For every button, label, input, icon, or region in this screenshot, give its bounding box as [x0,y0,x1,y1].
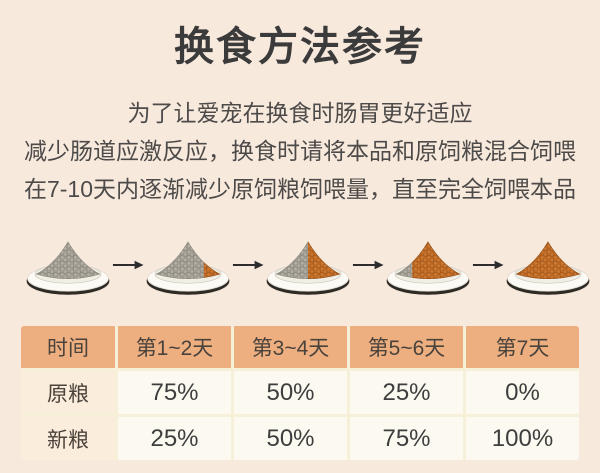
food-transition-flow [0,222,600,304]
old-food-cell: 25% [350,371,463,414]
intro-line: 减少肠道应激反应，换食时请将本品和原饲粮混合饲喂 [24,138,576,164]
intro-text: 为了让爱宠在换食时肠胃更好适应 减少肠道应激反应，换食时请将本品和原饲粮混合饲喂… [0,94,600,208]
arrow-right-icon [232,260,264,270]
new-food-cell: 100% [466,417,579,460]
arrow-right-icon [472,260,504,270]
new-food-cell: 75% [350,417,463,460]
food-bowl [26,240,110,295]
arrow-right-icon [112,260,144,270]
table-header-day3-4: 第3~4天 [234,326,347,368]
page-title: 换食方法参考 [174,25,426,69]
food-bowl [266,240,350,295]
food-bowl [506,240,590,295]
old-food-cell: 75% [118,371,231,414]
table-header-day7: 第7天 [466,326,579,368]
row-label-old-food: 原粮 [21,371,115,414]
intro-line: 为了让爱宠在换食时肠胃更好适应 [127,100,473,126]
old-food-cell: 0% [466,371,579,414]
table-header-day1-2: 第1~2天 [118,326,231,368]
food-bowl [146,240,230,295]
table-header-time: 时间 [21,326,115,368]
arrow-right-icon [352,260,384,270]
row-label-new-food: 新粮 [21,417,115,460]
food-bowl [386,240,470,295]
new-food-cell: 50% [234,417,347,460]
transition-table: 时间 第1~2天 第3~4天 第5~6天 第7天 原粮 75% 50% 25% … [21,326,579,460]
intro-line: 在7-10天内逐渐减少原饲粮饲喂量，直至完全饲喂本品 [23,176,577,202]
table-header-day5-6: 第5~6天 [350,326,463,368]
new-food-cell: 25% [118,417,231,460]
old-food-cell: 50% [234,371,347,414]
